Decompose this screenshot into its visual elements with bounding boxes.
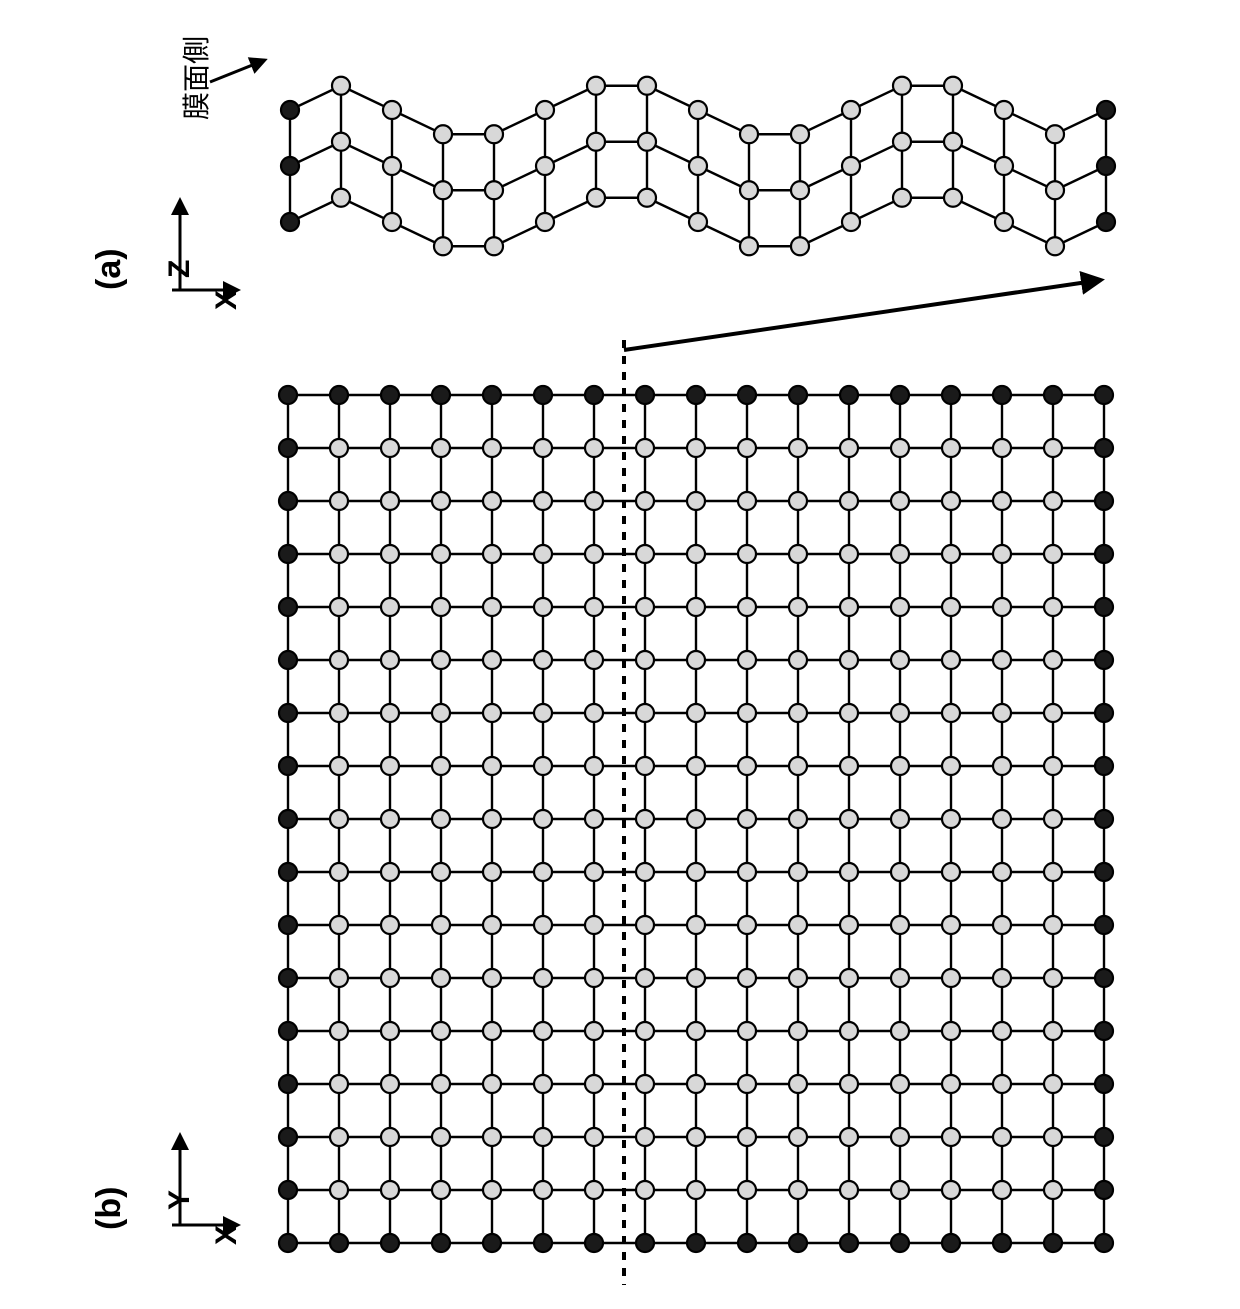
arrows [172, 60, 1101, 1225]
figure-page: (a) (b) Z X Y X 膜面側 [0, 0, 1240, 1309]
figure-svg [0, 0, 1240, 1309]
